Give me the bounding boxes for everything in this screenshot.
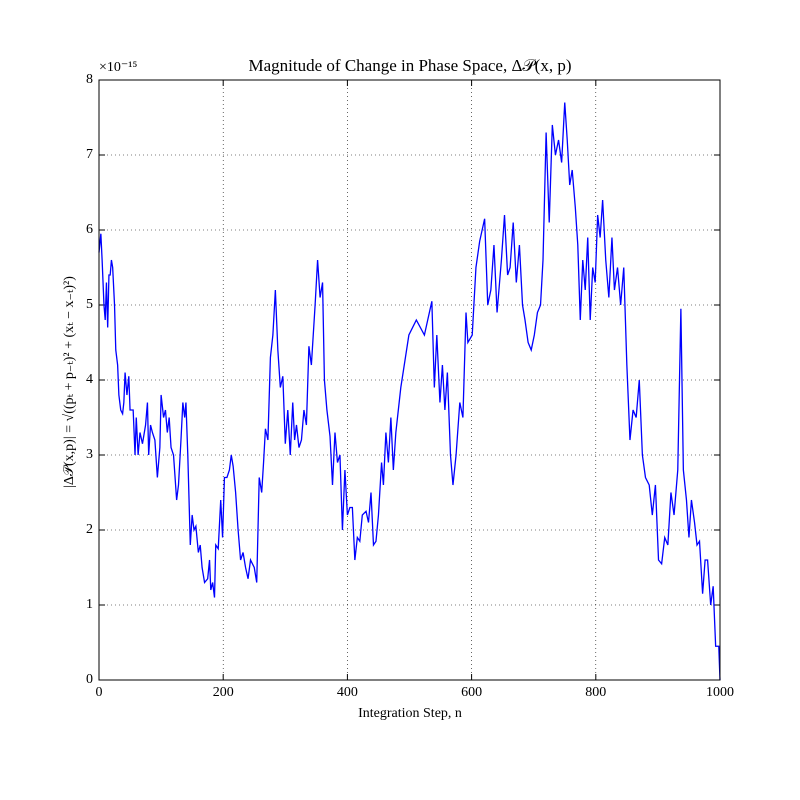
y-tick-label: 7 [86,147,93,162]
x-axis-label: Integration Step, n [358,706,462,721]
chart-title: Magnitude of Change in Phase Space, Δ𝒫(x… [249,56,572,75]
y-tick-label: 3 [86,447,93,462]
y-tick-label: 1 [86,597,93,612]
y-tick-label: 4 [86,372,93,387]
x-tick-label: 800 [585,685,606,700]
y-tick-label: 6 [86,222,93,237]
data-line [98,102,721,681]
y-scale-label: ×10⁻¹⁵ [99,60,137,75]
y-axis-label: |Δ𝒫(x,p)| = √((pₜ + p₋ₜ)² + (xₜ − x₋ₜ)²) [62,276,77,488]
y-tick-label: 0 [86,672,93,687]
y-tick-label: 2 [86,522,93,537]
plot-frame [98,79,721,681]
y-tick-label: 5 [86,297,93,312]
y-tick-label: 8 [86,72,93,87]
x-tick-label: 400 [337,685,358,700]
x-tick-label: 0 [96,685,103,700]
x-tick-label: 600 [461,685,482,700]
x-tick-label: 200 [213,685,234,700]
x-tick-label: 1000 [706,685,734,700]
